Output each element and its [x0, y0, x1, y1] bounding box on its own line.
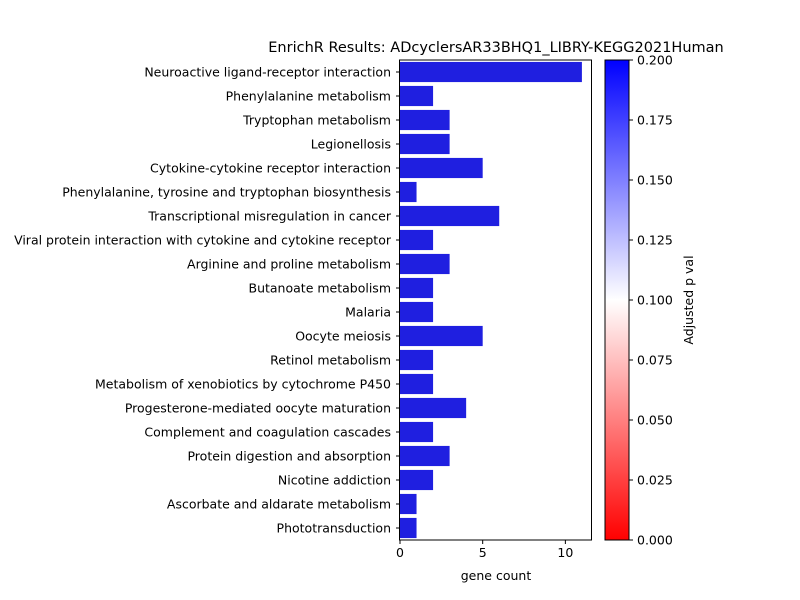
category-labels: Neuroactive ligand-receptor interaction P… [14, 65, 400, 536]
bar [400, 133, 450, 155]
category-label: Transcriptional misregulation in cancer [147, 209, 392, 224]
category-label: Cytokine-cytokine receptor interaction [150, 161, 391, 176]
bar [400, 229, 434, 251]
category-label: Phenylalanine, tyrosine and tryptophan b… [62, 185, 391, 200]
x-tick-label: 10 [557, 545, 573, 560]
chart-title: EnrichR Results: ADcyclersAR33BHQ1_LIBRY… [268, 40, 723, 56]
bar [400, 445, 450, 467]
category-label: Phototransduction [277, 521, 391, 536]
category-label: Complement and coagulation cascades [144, 425, 391, 440]
x-tick-label: 0 [396, 545, 404, 560]
bar [400, 109, 450, 131]
category-label: Protein digestion and absorption [187, 449, 391, 464]
bar [400, 493, 417, 515]
category-label: Arginine and proline metabolism [187, 257, 391, 272]
category-label: Malaria [345, 305, 391, 320]
category-label: Neuroactive ligand-receptor interaction [144, 65, 391, 80]
category-label: Phenylalanine metabolism [226, 89, 391, 104]
x-axis-label: gene count [461, 568, 532, 583]
bar [400, 157, 483, 179]
colorbar-tick-label: 0.050 [637, 413, 673, 428]
colorbar-tick-label: 0.100 [637, 293, 673, 308]
category-label: Nicotine addiction [278, 473, 391, 488]
bar [400, 469, 434, 491]
colorbar-tick-label: 0.200 [637, 53, 673, 68]
bar [400, 397, 467, 419]
colorbar-tick-label: 0.150 [637, 173, 673, 188]
category-label: Oocyte meiosis [295, 329, 391, 344]
colorbar-tick-label: 0.025 [637, 473, 673, 488]
bar [400, 277, 434, 299]
x-tick-label: 5 [479, 545, 487, 560]
category-label: Progesterone-mediated oocyte maturation [125, 401, 391, 416]
category-label: Tryptophan metabolism [242, 113, 391, 128]
category-label: Legionellosis [311, 137, 391, 152]
bars-layer [400, 61, 582, 539]
x-axis: 0 5 10 [396, 540, 573, 560]
colorbar-gradient [604, 59, 630, 541]
category-label: Viral protein interaction with cytokine … [14, 233, 392, 248]
bar [400, 85, 434, 107]
colorbar-tick-label: 0.000 [637, 533, 673, 548]
colorbar-label: Adjusted p val [681, 255, 696, 344]
colorbar-ticks: 0.000 0.025 0.050 0.075 0.100 0.125 0.150 0.175… [629, 53, 673, 548]
bar [400, 253, 450, 275]
colorbar: 0.000 0.025 0.050 0.075 0.100 0.125 0.150 0.175… [604, 53, 696, 548]
bar [400, 349, 434, 371]
category-label: Retinol metabolism [270, 353, 391, 368]
plot-frame [399, 59, 592, 541]
colorbar-tick-label: 0.175 [637, 113, 673, 128]
colorbar-tick-label: 0.125 [637, 233, 673, 248]
category-label: Metabolism of xenobiotics by cytochrome … [95, 377, 391, 392]
bar [400, 61, 582, 83]
bar [400, 517, 417, 539]
bar [400, 421, 434, 443]
category-label: Butanoate metabolism [249, 281, 392, 296]
bar [400, 301, 434, 323]
category-label: Ascorbate and aldarate metabolism [167, 497, 391, 512]
bar [400, 205, 500, 227]
bar [400, 325, 483, 347]
bar [400, 181, 417, 203]
colorbar-tick-label: 0.075 [637, 353, 673, 368]
bar [400, 373, 434, 395]
